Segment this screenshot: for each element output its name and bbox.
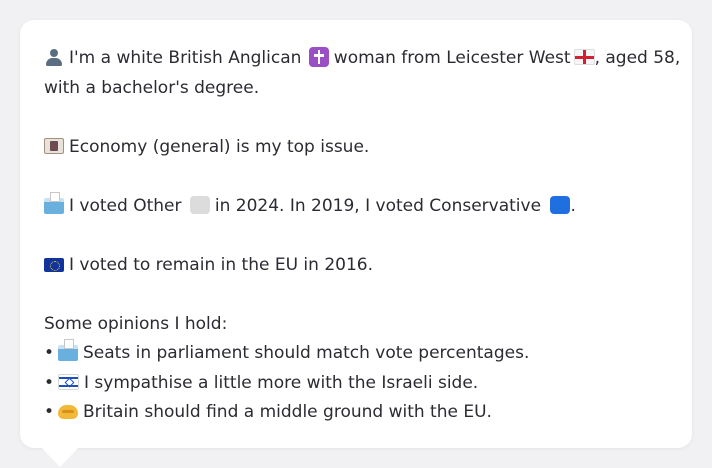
bullet: • — [44, 402, 55, 422]
intro-text-b: woman from Leicester West — [333, 48, 571, 68]
opinion-item: • Britain should find a middle ground wit… — [44, 398, 674, 428]
opinion-text: I sympathise a little more with the Isra… — [84, 372, 479, 393]
money-icon — [44, 137, 64, 154]
england-flag-icon — [573, 49, 595, 65]
opinion-text: Seats in parliament should match vote pe… — [83, 343, 530, 363]
person-silhouette-icon — [44, 48, 64, 66]
bullet: • — [44, 372, 55, 393]
eu-referendum-line: I voted to remain in the EU in 2016. — [44, 251, 674, 281]
intro-line-2: with a bachelor's degree. — [44, 77, 260, 98]
vote-text-a: I voted Other — [69, 195, 182, 216]
intro-text-a: I'm a white British Anglican — [69, 48, 302, 68]
persona-text: I'm a white British Anglican woman from … — [44, 44, 680, 428]
bullet: • — [44, 343, 55, 363]
ballot-box-icon — [44, 191, 64, 214]
eu-text: I voted to remain in the EU in 2016. — [69, 254, 373, 275]
opinions-heading: Some opinions I hold: — [44, 313, 228, 334]
handshake-icon — [58, 405, 78, 419]
opinion-item: • I sympathise a little more with the Isr… — [44, 369, 674, 399]
israel-flag-icon — [58, 373, 79, 390]
intro-text-c: , aged 58, — [594, 48, 681, 68]
intro-line-1: I'm a white British Anglican woman from … — [44, 44, 680, 74]
blue-square-icon — [550, 195, 571, 214]
top-issue-text: Economy (general) is my top issue. — [69, 136, 370, 157]
grey-square-icon — [189, 195, 210, 214]
opinion-text: Britain should find a middle ground with… — [83, 402, 492, 422]
opinion-item: • Seats in parliament should match vote p… — [44, 339, 674, 369]
vote-text-c: . — [570, 195, 576, 216]
speech-bubble-tail — [41, 447, 79, 467]
eu-flag-icon — [44, 257, 64, 272]
vote-history-line: I voted Other in 2024. In 2019, I voted … — [44, 191, 674, 222]
vote-text-b: in 2024. In 2019, I voted Conservative — [214, 195, 542, 216]
ballot-box-icon — [58, 339, 78, 361]
persona-card: I'm a white British Anglican woman from … — [20, 20, 692, 448]
top-issue-line: Economy (general) is my top issue. — [44, 133, 674, 163]
latin-cross-icon — [308, 47, 329, 67]
